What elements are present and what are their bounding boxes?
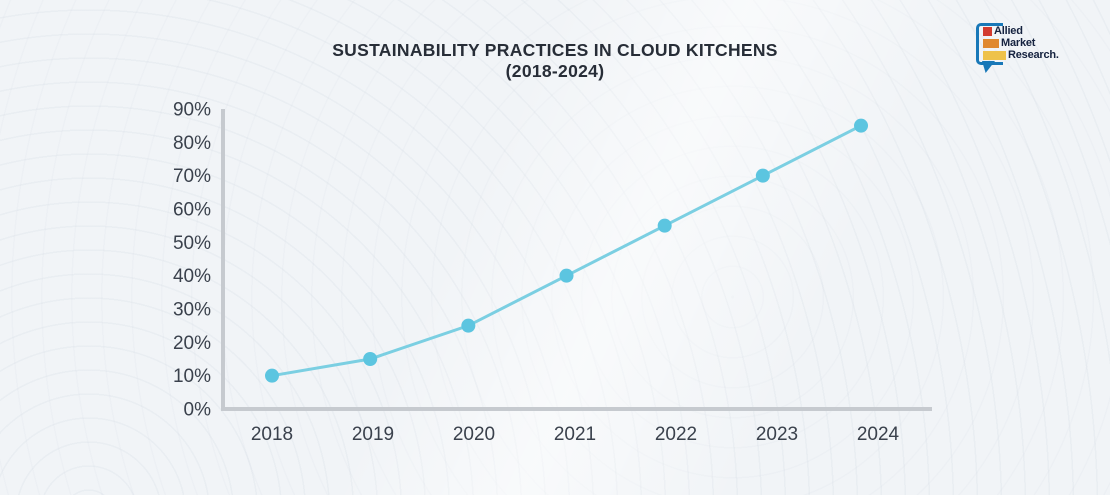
x-tick-label: 2022 xyxy=(655,424,697,445)
logo-bar-yellow-icon xyxy=(983,51,1006,60)
logo-row-1: Allied xyxy=(983,26,1059,37)
y-tick-label: 0% xyxy=(184,400,212,421)
x-tick-label: 2024 xyxy=(857,424,900,445)
allied-market-research-logo: Allied Market Research. xyxy=(976,21,1068,75)
logo-text-market: Market xyxy=(1001,37,1036,49)
y-tick-label: 70% xyxy=(173,166,211,187)
x-tick-label: 2020 xyxy=(453,424,495,445)
data-line xyxy=(270,124,863,378)
data-point-2019 xyxy=(363,352,378,366)
logo-bar-red-icon xyxy=(983,27,992,36)
logo-row-3: Research. xyxy=(983,50,1059,61)
chart-title-line1: SUSTAINABILITY PRACTICES IN CLOUD KITCHE… xyxy=(332,40,778,60)
data-point-2022 xyxy=(657,218,672,233)
y-tick-label: 90% xyxy=(173,100,211,121)
data-point-2021 xyxy=(559,268,574,283)
y-tick-label: 20% xyxy=(173,333,211,354)
x-tick-label: 2023 xyxy=(756,424,798,445)
chart-title: SUSTAINABILITY PRACTICES IN CLOUD KITCHE… xyxy=(0,40,1110,82)
logo-rows: Allied Market Research. xyxy=(983,26,1059,62)
data-point-2024 xyxy=(854,118,869,133)
logo-text-research: Research. xyxy=(1008,49,1059,61)
x-tick-label: 2018 xyxy=(251,424,293,445)
axis-lines xyxy=(221,109,932,411)
logo-bar-orange-icon xyxy=(983,39,999,48)
chart-title-line2: (2018-2024) xyxy=(505,61,605,81)
x-tick-label: 2019 xyxy=(352,424,394,445)
y-tick-label: 80% xyxy=(173,133,211,154)
logo-text-allied: Allied xyxy=(994,25,1023,37)
data-point-2023 xyxy=(755,168,770,183)
y-tick-label: 40% xyxy=(173,266,211,287)
y-tick-label: 50% xyxy=(173,233,211,254)
data-point-2020 xyxy=(461,318,476,333)
logo-row-2: Market xyxy=(983,38,1059,49)
x-tick-label: 2021 xyxy=(554,424,596,445)
y-tick-label: 10% xyxy=(173,366,211,387)
y-tick-label: 60% xyxy=(173,200,211,221)
y-tick-label: 30% xyxy=(173,300,211,321)
data-point-2018 xyxy=(265,368,279,383)
